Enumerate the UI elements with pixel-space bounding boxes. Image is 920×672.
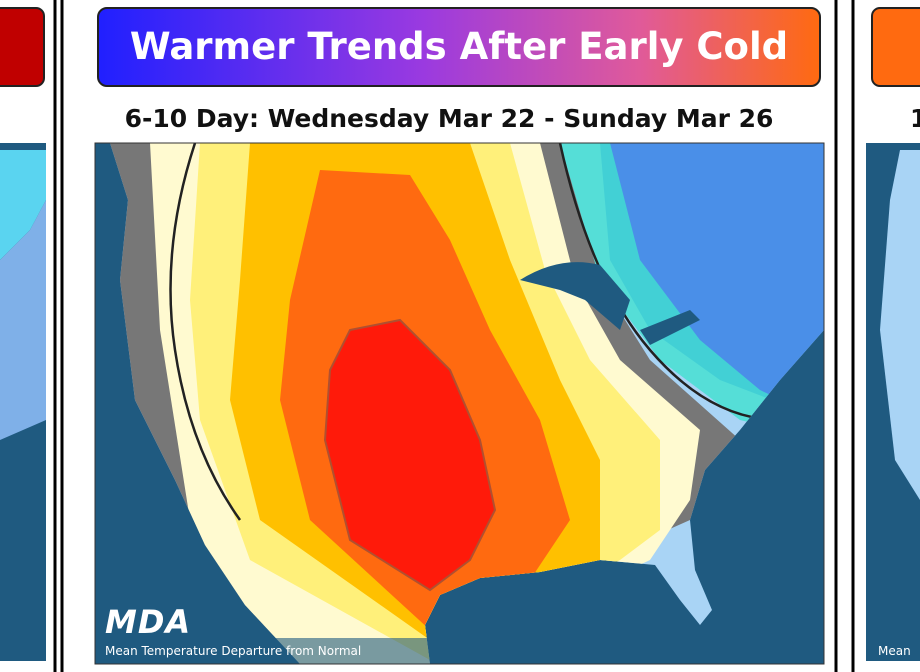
cool-zone <box>560 143 824 440</box>
map-caption: Mean Temperature Departure from Normal <box>105 644 362 658</box>
left-map-shade <box>0 150 46 260</box>
map-frame <box>94 142 825 665</box>
right-subtitle: 1 <box>910 104 920 133</box>
right-header <box>871 7 920 87</box>
right-map-land <box>880 150 920 500</box>
title-banner <box>97 7 821 87</box>
great-lakes <box>520 262 630 330</box>
cold-zone <box>600 143 824 420</box>
left-header <box>0 7 45 87</box>
map <box>95 143 824 664</box>
great-lakes <box>640 310 700 345</box>
contour <box>169 143 242 521</box>
subtitle: 6-10 Day: Wednesday Mar 22 - Sunday Mar … <box>124 104 774 133</box>
left-map-shade <box>0 200 46 440</box>
warm-5 <box>323 318 497 592</box>
caption-bar <box>95 638 824 664</box>
title: Warmer Trends After Early Cold <box>129 25 789 68</box>
map-logo: MDA <box>105 603 192 641</box>
right-caption: Mean <box>878 644 911 658</box>
contour <box>558 143 781 422</box>
